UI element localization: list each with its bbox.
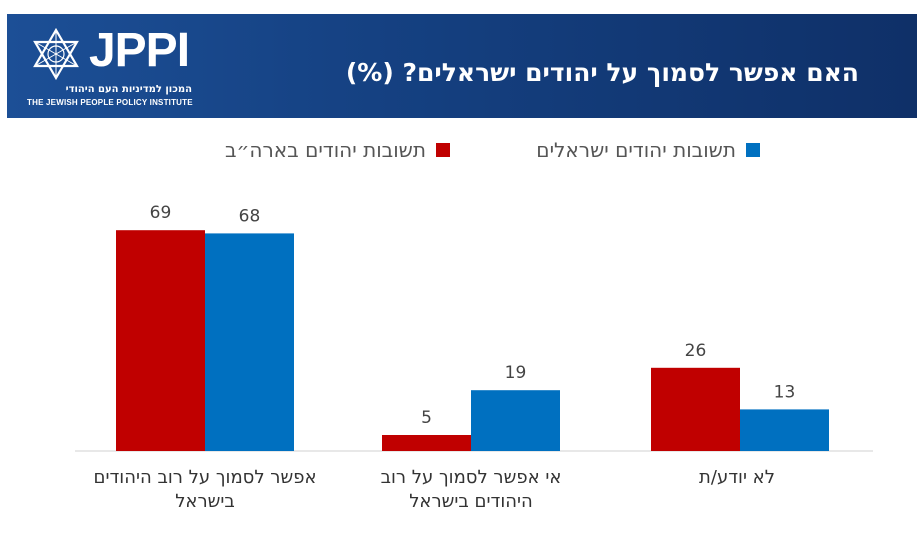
- star-of-david-icon: [33, 27, 79, 81]
- chart-title: האם אפשר לסמוך על יהודים ישראלים? (%): [345, 58, 859, 87]
- data-label-s0-c2: 26: [685, 341, 707, 361]
- category-label-can-trust: אפשר לסמוך על רוב היהודים בישראל: [93, 467, 317, 512]
- legend: תשובות יהודים בארה״ב תשובות יהודים ישראל…: [0, 138, 920, 162]
- bar-s1-c0: [205, 233, 294, 451]
- legend-swatch-red: [436, 143, 450, 157]
- legend-item-us-jews: תשובות יהודים בארה״ב: [225, 138, 450, 162]
- data-label-s1-c1: 19: [505, 363, 527, 383]
- data-label-s0-c1: 5: [421, 408, 432, 428]
- category-label-cannot-trust: אי אפשר לסמוך על רוב היהודים בישראל: [380, 467, 562, 512]
- data-label-s1-c2: 13: [774, 382, 796, 402]
- bar-s1-c2: [740, 409, 829, 451]
- data-label-s0-c0: 69: [150, 203, 172, 223]
- logo-subtitle-hebrew: המכון למדיניות העם היהודי: [65, 84, 192, 95]
- category-label-dont-know: לא יודע/ת: [699, 467, 775, 488]
- bar-chart: 69 68 5 19 26 13: [75, 203, 873, 452]
- logo-subtitle-english: THE JEWISH PEOPLE POLICY INSTITUTE: [27, 98, 193, 107]
- header-banner: JPPI המכון למדיניות העם היהודי THE JEWIS…: [7, 14, 917, 118]
- logo-wordmark: JPPI: [88, 24, 190, 77]
- bar-s1-c1: [471, 390, 560, 451]
- legend-swatch-blue: [746, 143, 760, 157]
- legend-item-israeli-jews: תשובות יהודים ישראלים: [536, 138, 760, 162]
- bar-s0-c2: [651, 367, 740, 451]
- bar-s0-c0: [116, 230, 205, 451]
- bar-s0-c1: [382, 435, 471, 451]
- data-label-s1-c0: 68: [239, 206, 261, 226]
- legend-label-us-jews: תשובות יהודים בארה״ב: [224, 138, 426, 162]
- legend-label-israeli-jews: תשובות יהודים ישראלים: [536, 138, 736, 162]
